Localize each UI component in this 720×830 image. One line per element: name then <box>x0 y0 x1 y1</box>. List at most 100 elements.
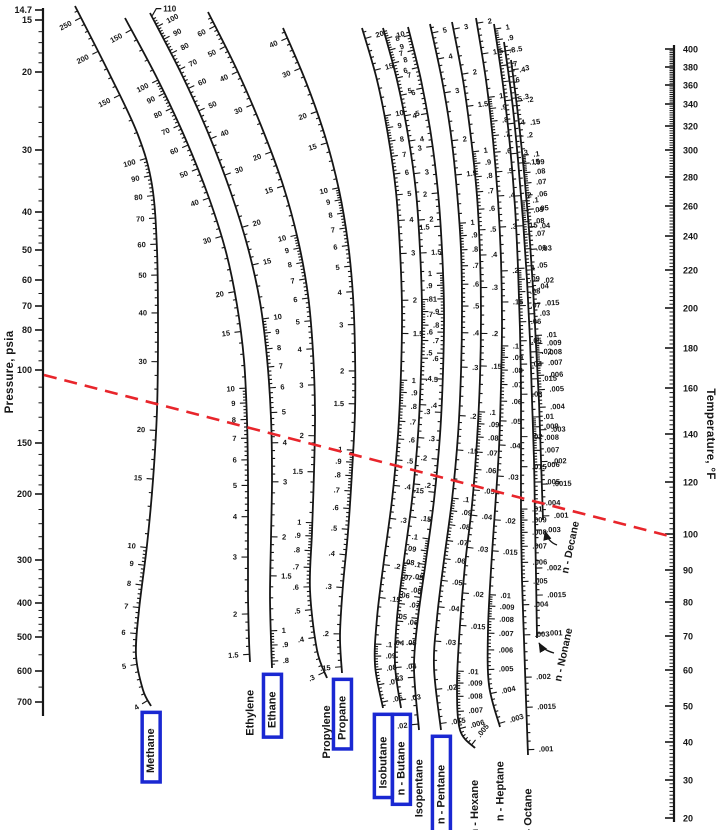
scale-name-propylene: Propylene <box>321 705 333 758</box>
svg-text:.8: .8 <box>433 321 439 330</box>
svg-text:90: 90 <box>171 26 183 38</box>
svg-text:.06: .06 <box>407 617 418 627</box>
svg-text:.01: .01 <box>468 667 479 676</box>
svg-text:.04: .04 <box>481 512 493 522</box>
svg-text:30: 30 <box>281 68 292 80</box>
svg-text:.3: .3 <box>325 582 332 591</box>
svg-text:.005: .005 <box>545 477 560 486</box>
svg-text:.7: .7 <box>333 485 340 494</box>
highlight-box-n-pentane <box>430 734 453 830</box>
svg-text:3: 3 <box>417 143 422 152</box>
scale-name-ethane: Ethane <box>266 691 278 728</box>
svg-text:.07: .07 <box>457 537 469 547</box>
svg-text:.008: .008 <box>547 347 562 357</box>
svg-text:380: 380 <box>683 63 698 73</box>
svg-text:.09: .09 <box>529 274 540 283</box>
svg-text:.9: .9 <box>282 640 289 649</box>
svg-text:8: 8 <box>402 55 408 65</box>
svg-text:.3: .3 <box>400 515 407 525</box>
svg-text:300: 300 <box>683 146 698 156</box>
svg-text:120: 120 <box>683 478 698 488</box>
svg-text:.6: .6 <box>427 327 433 336</box>
svg-text:7: 7 <box>290 276 296 286</box>
svg-text:.08: .08 <box>488 433 499 443</box>
svg-text:.8: .8 <box>294 545 301 554</box>
svg-text:7: 7 <box>232 434 236 443</box>
svg-text:.0015: .0015 <box>553 479 572 489</box>
svg-text:.15: .15 <box>513 297 524 306</box>
svg-text:50: 50 <box>22 245 32 255</box>
svg-text:40: 40 <box>683 738 693 748</box>
svg-text:.015: .015 <box>503 547 518 557</box>
svg-text:.008: .008 <box>544 433 559 442</box>
svg-text:1: 1 <box>470 218 475 227</box>
svg-text:.09: .09 <box>461 508 472 518</box>
svg-text:.03: .03 <box>540 308 551 317</box>
svg-text:9: 9 <box>275 327 280 336</box>
svg-text:10: 10 <box>226 384 235 393</box>
svg-text:.2: .2 <box>424 481 431 491</box>
svg-text:.003: .003 <box>535 630 550 639</box>
svg-text:80: 80 <box>152 109 163 121</box>
svg-text:10: 10 <box>127 541 136 551</box>
svg-text:5: 5 <box>407 189 412 198</box>
svg-text:.06: .06 <box>486 466 497 476</box>
svg-text:.2: .2 <box>394 562 401 572</box>
svg-text:3: 3 <box>463 22 469 32</box>
svg-text:.008: .008 <box>468 692 483 701</box>
scale-name-n-octane: n - Octane <box>522 788 534 830</box>
svg-text:60: 60 <box>683 666 693 676</box>
svg-text:4: 4 <box>412 111 418 121</box>
svg-text:1.5: 1.5 <box>334 399 345 408</box>
svg-text:.003: .003 <box>551 425 566 434</box>
svg-text:.6: .6 <box>332 503 339 512</box>
svg-text:30: 30 <box>202 235 213 246</box>
svg-text:3: 3 <box>454 86 460 96</box>
svg-text:.5: .5 <box>515 94 522 104</box>
svg-text:4: 4 <box>132 702 141 712</box>
svg-text:.4: .4 <box>328 549 336 559</box>
svg-text:2: 2 <box>413 296 417 305</box>
svg-text:5: 5 <box>233 481 237 490</box>
svg-text:.08: .08 <box>459 522 471 532</box>
svg-text:20: 20 <box>22 67 32 77</box>
svg-text:.8: .8 <box>508 45 516 55</box>
svg-text:400: 400 <box>17 598 32 608</box>
svg-text:.5: .5 <box>507 166 514 175</box>
svg-text:.3: .3 <box>424 407 431 416</box>
svg-text:20: 20 <box>297 111 308 122</box>
svg-text:.007: .007 <box>548 358 563 368</box>
svg-text:4: 4 <box>409 215 415 224</box>
svg-text:60: 60 <box>137 240 146 249</box>
svg-text:8: 8 <box>277 343 282 352</box>
svg-text:.6: .6 <box>473 280 479 289</box>
svg-text:.06: .06 <box>399 590 411 600</box>
svg-text:3: 3 <box>339 320 343 329</box>
svg-text:.07: .07 <box>409 600 420 610</box>
svg-text:3: 3 <box>233 553 237 562</box>
svg-text:.7: .7 <box>433 336 439 345</box>
svg-text:100: 100 <box>683 530 698 540</box>
svg-text:.05: .05 <box>396 612 407 622</box>
svg-text:.07: .07 <box>401 572 413 582</box>
svg-text:70: 70 <box>187 57 198 69</box>
svg-text:.4: .4 <box>297 635 305 645</box>
scale-name-isobutane: Isobutane <box>377 737 389 789</box>
svg-text:.001: .001 <box>554 511 569 520</box>
scale-isopentane: 87654321.51.9.8.7.6.5.4.3.2.15.1.09.08.0… <box>393 26 445 817</box>
svg-text:.02: .02 <box>446 683 457 693</box>
svg-text:.01: .01 <box>546 330 557 340</box>
svg-text:.002: .002 <box>547 563 562 572</box>
svg-text:.003: .003 <box>546 525 561 534</box>
scale-name-isopentane: Isopentane <box>413 759 425 817</box>
svg-text:.04: .04 <box>449 603 461 613</box>
svg-text:60: 60 <box>196 27 208 39</box>
svg-text:.5: .5 <box>426 348 432 357</box>
svg-text:.1: .1 <box>513 342 519 351</box>
svg-text:.005: .005 <box>499 664 514 674</box>
svg-text:.3: .3 <box>521 148 528 158</box>
svg-text:.9: .9 <box>471 230 478 239</box>
svg-text:6: 6 <box>121 628 126 637</box>
svg-text:1: 1 <box>338 445 343 454</box>
svg-text:.08: .08 <box>386 663 397 673</box>
